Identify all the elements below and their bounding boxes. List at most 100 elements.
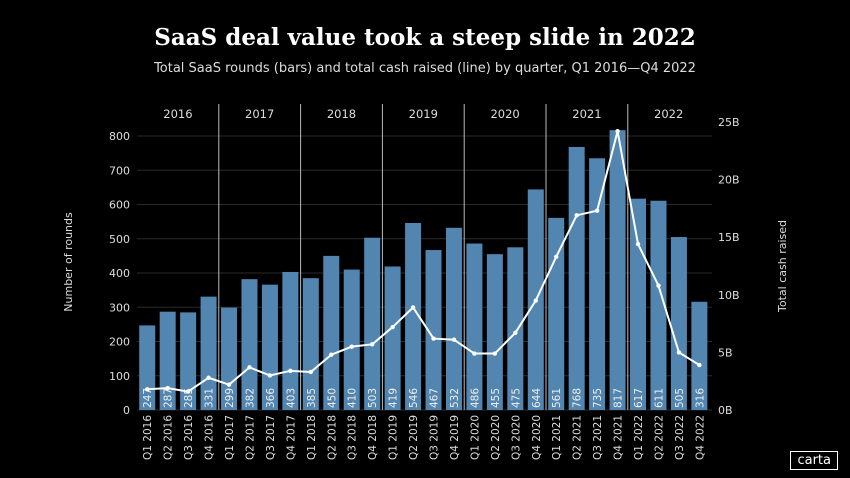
x-tick-label: Q1 2019 [388, 415, 400, 460]
x-tick-label: Q4 2018 [367, 415, 379, 460]
line-point [676, 350, 682, 355]
bar [261, 284, 278, 410]
line-point [615, 129, 620, 134]
year-label: 2021 [572, 107, 601, 121]
line-point [697, 362, 702, 368]
bar-data-label: 768 [572, 388, 584, 408]
bar-data-label: 611 [653, 388, 665, 408]
bar-data-label: 735 [592, 388, 604, 408]
x-tick-label: Q4 2017 [285, 415, 297, 460]
x-tick-label: Q1 2017 [224, 415, 236, 460]
bar-data-label: 285 [183, 388, 195, 408]
year-label: 2016 [163, 107, 192, 121]
bar [343, 269, 360, 410]
bar-data-label: 450 [326, 388, 338, 408]
y-tick-right: 0B [718, 404, 733, 417]
y-tick-right: 15B [718, 231, 740, 244]
bar [302, 278, 319, 410]
year-label: 2022 [654, 107, 683, 121]
bar-data-label: 403 [285, 388, 297, 408]
x-tick-label: Q3 2020 [510, 415, 522, 460]
line-point [165, 385, 170, 391]
chart-subtitle: Total SaaS rounds (bars) and total cash … [154, 61, 696, 76]
line-point [206, 375, 211, 380]
bar [200, 296, 217, 410]
bar-data-label: 644 [531, 388, 543, 408]
bar [282, 271, 299, 410]
line-point [329, 352, 334, 357]
y-tick-left: 0 [123, 404, 130, 417]
x-tick-label: Q1 2022 [633, 415, 645, 460]
bar [691, 301, 708, 410]
year-label: 2019 [409, 107, 438, 121]
bar [466, 243, 483, 410]
bar [630, 198, 647, 410]
bar-data-label: 617 [633, 388, 645, 408]
bar-data-label: 455 [490, 388, 502, 408]
year-label: 2017 [245, 107, 274, 121]
bar-data-label: 817 [613, 388, 625, 408]
bar-data-label: 546 [408, 388, 420, 408]
line-point [554, 254, 559, 259]
chart-title: SaaS deal value took a steep slide in 20… [154, 24, 696, 51]
bar-data-label: 419 [388, 388, 400, 408]
bar-data-label: 316 [694, 388, 706, 408]
y-tick-left: 500 [109, 233, 130, 246]
line-point [533, 298, 538, 303]
x-tick-label: Q3 2019 [429, 415, 441, 460]
bar [364, 237, 381, 410]
x-tick-label: Q3 2018 [347, 415, 359, 460]
line-point [288, 368, 293, 374]
bar-data-label: 503 [367, 388, 379, 408]
line-point [431, 336, 436, 341]
x-tick-label: Q4 2022 [694, 415, 706, 460]
bar [650, 200, 667, 410]
y-tick-right: 10B [718, 289, 740, 302]
bar-data-label: 486 [469, 388, 481, 408]
y-tick-left: 100 [109, 370, 130, 383]
x-tick-label: Q2 2016 [163, 415, 175, 460]
x-tick-label: Q1 2016 [142, 415, 154, 460]
y-tick-left: 600 [109, 199, 130, 212]
bar [425, 250, 442, 410]
bar [609, 130, 626, 411]
x-tick-label: Q2 2017 [244, 415, 256, 460]
bar-data-label: 467 [429, 388, 441, 408]
y-tick-right: 5B [718, 346, 733, 359]
y-tick-left: 400 [109, 267, 130, 280]
x-tick-label: Q4 2019 [449, 415, 461, 460]
x-tick-label: Q2 2019 [408, 415, 420, 460]
y-axis-label-right: Total cash raised [776, 220, 789, 313]
bar [384, 266, 401, 410]
y-tick-left: 200 [109, 336, 130, 349]
y-tick-left: 300 [109, 301, 130, 314]
line-point [308, 369, 314, 375]
y-tick-right: 25B [718, 116, 740, 129]
bar [486, 254, 503, 410]
line-point [267, 373, 273, 378]
x-tick-label: Q3 2022 [674, 415, 686, 460]
x-tick-label: Q2 2020 [490, 415, 502, 460]
line-point [247, 365, 252, 370]
bar-data-label: 561 [551, 388, 563, 408]
line-point [513, 330, 518, 336]
line-point [145, 387, 150, 392]
bar [323, 255, 340, 410]
line-point [451, 337, 457, 342]
bar-data-label: 475 [510, 388, 522, 408]
x-tick-label: Q4 2016 [204, 415, 216, 460]
x-tick-label: Q4 2021 [613, 415, 625, 460]
x-tick-label: Q2 2018 [326, 415, 338, 460]
x-tick-label: Q3 2017 [265, 415, 277, 460]
line-point [574, 213, 579, 218]
bar-data-label: 299 [224, 388, 236, 408]
x-tick-label: Q1 2021 [551, 415, 563, 460]
bar [589, 158, 606, 410]
bar-data-label: 287 [163, 388, 175, 408]
line-point [226, 382, 232, 387]
line-point [369, 342, 375, 347]
x-tick-label: Q3 2021 [592, 415, 604, 460]
bar-data-label: 247 [142, 388, 154, 408]
bar [507, 247, 524, 410]
